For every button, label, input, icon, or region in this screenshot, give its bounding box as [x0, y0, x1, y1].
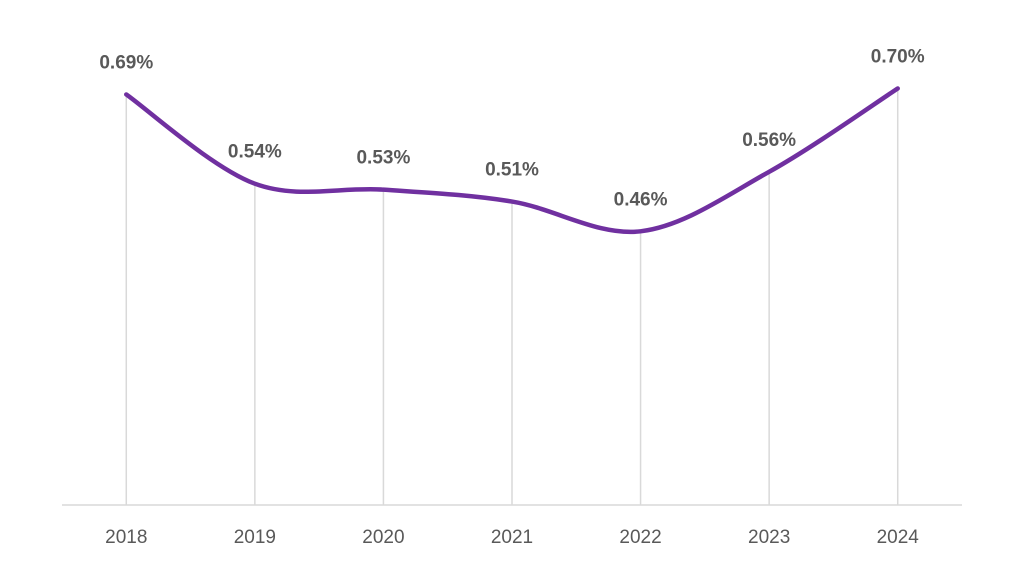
- data-labels: 0.69% 0.54% 0.53% 0.51% 0.46% 0.56% 0.70%: [99, 47, 924, 211]
- series-line: [124, 86, 900, 235]
- data-label: 0.46%: [614, 189, 668, 210]
- gridlines: [125, 88, 899, 505]
- x-tick-label: 2022: [619, 527, 661, 548]
- x-tick-label: 2019: [234, 527, 276, 548]
- data-label: 0.53%: [356, 148, 410, 169]
- x-tick-label: 2023: [748, 527, 790, 548]
- x-tick-label: 2024: [877, 527, 920, 548]
- x-tick-label: 2021: [491, 527, 533, 548]
- data-label: 0.54%: [228, 142, 282, 163]
- x-axis-tick-labels: 2018 2019 2020 2021 2022 2023 2024: [105, 527, 919, 548]
- x-tick-label: 2018: [105, 527, 147, 548]
- x-tick-label: 2020: [362, 527, 404, 548]
- data-label: 0.56%: [742, 130, 796, 151]
- data-label: 0.69%: [99, 52, 153, 73]
- data-label: 0.51%: [485, 160, 539, 181]
- data-label: 0.70%: [871, 47, 925, 68]
